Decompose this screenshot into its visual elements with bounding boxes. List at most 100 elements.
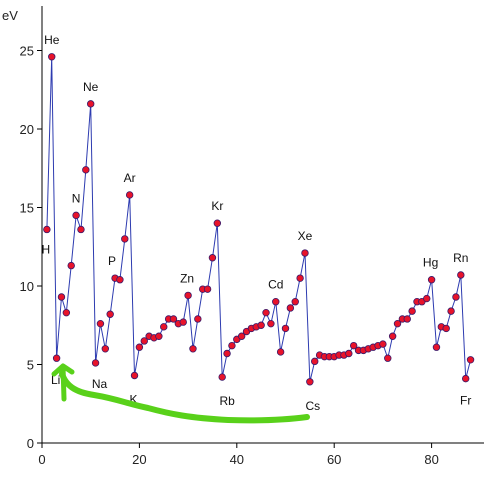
data-point — [135, 343, 144, 351]
data-point — [291, 298, 299, 306]
data-point — [306, 378, 314, 386]
element-label: Li — [51, 373, 60, 387]
data-point — [461, 374, 470, 383]
data-point — [96, 319, 105, 328]
data-point — [77, 225, 85, 234]
data-point — [223, 349, 231, 358]
y-tick-label: 10 — [20, 279, 34, 294]
x-tick-label: 40 — [230, 452, 244, 467]
data-point — [466, 356, 475, 364]
element-label: Ne — [83, 80, 99, 94]
data-point — [67, 261, 75, 270]
data-point — [403, 315, 411, 323]
data-point — [276, 348, 285, 356]
data-series — [43, 53, 475, 386]
element-label: Cd — [268, 278, 283, 292]
data-point — [393, 319, 402, 328]
data-point — [262, 308, 270, 317]
annotation-arrow — [59, 371, 310, 424]
data-point — [203, 285, 212, 293]
y-tick-label: 0 — [27, 436, 34, 451]
data-point — [447, 307, 455, 315]
data-point — [349, 341, 358, 350]
data-point — [194, 315, 202, 323]
element-label: Cs — [306, 399, 321, 413]
data-point — [52, 354, 61, 362]
data-point — [91, 359, 100, 367]
element-labels: He Ne N H Ar P Kr Zn Xe Cd Hg Rn Li Na K Rb Cs Fr — [42, 33, 472, 413]
data-point — [408, 307, 416, 315]
y-tick-label: 25 — [20, 44, 34, 59]
data-point — [43, 225, 51, 234]
element-label: Na — [92, 377, 108, 391]
data-point — [121, 235, 129, 243]
data-point — [301, 249, 309, 257]
data-point — [184, 291, 192, 300]
data-point — [155, 332, 163, 340]
data-point — [384, 354, 392, 362]
data-point — [457, 271, 465, 279]
data-point — [62, 308, 71, 317]
data-point — [213, 219, 222, 227]
data-point — [179, 318, 187, 326]
element-label: Hg — [423, 256, 438, 270]
x-tick-label: 80 — [424, 452, 438, 467]
element-label: N — [72, 191, 81, 205]
data-point — [208, 254, 217, 262]
data-point — [116, 276, 124, 284]
data-point — [160, 323, 168, 331]
data-point — [189, 345, 197, 353]
y-tick-label: 15 — [20, 201, 34, 216]
data-point — [423, 294, 431, 303]
data-point — [345, 349, 353, 358]
element-label: Rn — [453, 251, 468, 265]
data-point — [101, 345, 110, 353]
x-tick-label: 60 — [327, 452, 341, 467]
series-line — [46, 56, 472, 382]
data-point — [169, 315, 178, 323]
data-point — [257, 321, 265, 329]
y-axis-label: eV — [2, 8, 18, 23]
data-point — [452, 293, 460, 301]
data-point — [125, 191, 134, 199]
element-label: Rb — [220, 394, 236, 408]
x-tick-label: 20 — [132, 452, 146, 467]
element-label: H — [42, 242, 51, 256]
element-label: He — [44, 33, 60, 47]
data-point — [442, 324, 450, 333]
data-point — [281, 324, 290, 333]
data-point — [57, 293, 66, 301]
data-point — [379, 340, 387, 348]
data-point — [272, 298, 280, 306]
data-point — [286, 304, 295, 312]
annotation-arrow-head — [51, 363, 75, 402]
y-tick-label: 5 — [27, 358, 34, 373]
data-point — [311, 357, 319, 366]
data-point — [82, 166, 90, 174]
element-label: Kr — [211, 199, 223, 213]
data-point — [140, 337, 148, 345]
data-point — [218, 373, 226, 381]
element-label: Fr — [460, 394, 471, 408]
data-point — [296, 274, 304, 282]
axis-ticks: 0 20 40 60 80 0 5 10 15 20 25 — [20, 44, 439, 468]
data-point — [48, 53, 56, 61]
x-tick-label: 0 — [38, 452, 45, 467]
element-label: P — [108, 254, 116, 268]
element-label: Xe — [298, 229, 313, 243]
data-point — [237, 332, 246, 340]
data-point — [427, 276, 436, 284]
data-point — [106, 310, 114, 318]
y-tick-label: 20 — [20, 122, 34, 137]
element-label: Ar — [124, 171, 136, 185]
element-label: K — [130, 392, 138, 406]
data-point — [72, 211, 80, 220]
data-point — [267, 319, 275, 328]
data-point — [432, 343, 441, 351]
data-point — [228, 341, 236, 350]
data-point — [388, 332, 397, 340]
data-point — [86, 100, 95, 108]
data-point — [130, 371, 139, 380]
